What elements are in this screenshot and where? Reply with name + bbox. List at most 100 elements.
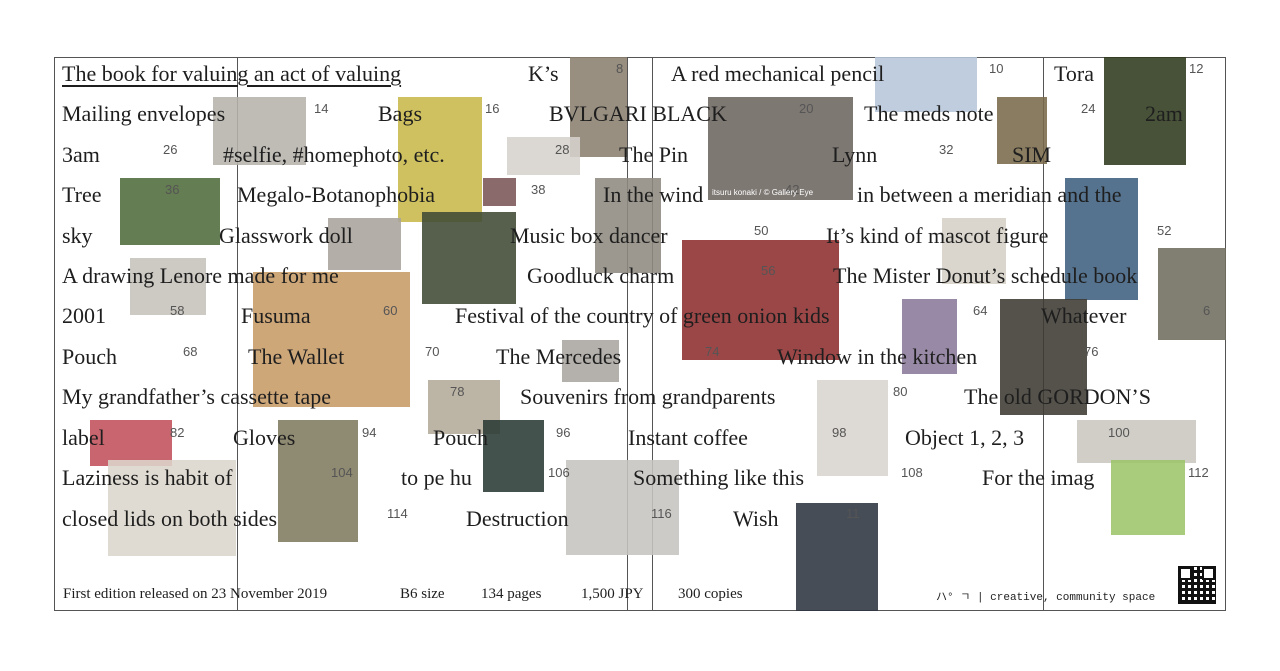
column-rule bbox=[652, 57, 653, 611]
entry-number: 8 bbox=[616, 61, 624, 76]
entry-number: 12 bbox=[1189, 61, 1204, 76]
entry-number: 60 bbox=[383, 303, 398, 318]
entry-label: My grandfather’s cassette tape bbox=[62, 384, 331, 409]
entry-number: 76 bbox=[1084, 344, 1099, 359]
entry-label: Pouch bbox=[62, 344, 117, 369]
object-photo bbox=[1077, 420, 1196, 463]
entry-label: The Mister Donut’s schedule book bbox=[833, 263, 1138, 288]
fusuma-photo bbox=[253, 272, 410, 407]
tree-photo bbox=[120, 178, 220, 245]
entry-number: 14 bbox=[314, 101, 329, 116]
brand-text: | creative, community space bbox=[976, 592, 1156, 604]
entry-label: Gloves bbox=[233, 425, 296, 450]
entry-label: 3am bbox=[62, 142, 100, 167]
entry-label: Laziness is habit of bbox=[62, 465, 233, 490]
entry-number: 106 bbox=[548, 465, 570, 480]
entry-number: 112 bbox=[1188, 465, 1209, 480]
entry-label: Tree bbox=[62, 182, 102, 207]
entry-label: 2am bbox=[1145, 101, 1183, 126]
image-photo bbox=[1111, 460, 1185, 535]
entry-label: Whatever bbox=[1041, 303, 1127, 328]
entry-label: Object 1, 2, 3 bbox=[905, 425, 1025, 450]
entry-label: Music box dancer bbox=[510, 223, 668, 248]
souvenirs-photo bbox=[817, 380, 888, 476]
entry-label: Souvenirs from grandparents bbox=[520, 384, 776, 409]
charm-photo bbox=[682, 240, 839, 360]
entry-label: A red mechanical pencil bbox=[671, 61, 885, 86]
entry-number: 82 bbox=[170, 425, 185, 440]
envelopes-photo bbox=[213, 97, 306, 165]
selfie-photo bbox=[507, 137, 580, 175]
wind-photo bbox=[595, 178, 661, 273]
meds-note-photo bbox=[997, 97, 1047, 164]
entry-label: sky bbox=[62, 223, 93, 248]
entry-number: 116 bbox=[651, 506, 672, 521]
entry-number: 42 bbox=[785, 182, 800, 197]
entry-label: Tora bbox=[1054, 61, 1094, 86]
entry-number: 56 bbox=[761, 263, 776, 278]
entry-number: 16 bbox=[485, 101, 500, 116]
entry-label: in between a meridian and the bbox=[857, 182, 1122, 207]
entry-number: 94 bbox=[362, 425, 377, 440]
book-title: The book for valuing an act of valuing bbox=[62, 61, 402, 86]
entry-number: 98 bbox=[832, 425, 847, 440]
laziness-photo bbox=[108, 460, 236, 556]
pouch-photo bbox=[483, 420, 544, 492]
entry-label: closed lids on both sides bbox=[62, 506, 278, 531]
entry-number: 114 bbox=[387, 506, 408, 521]
entry-label: Wish bbox=[733, 506, 779, 531]
photo-caption: itsuru konaki / © Gallery Eye bbox=[712, 188, 814, 197]
drawing-photo bbox=[130, 258, 206, 315]
bag-photo bbox=[398, 97, 482, 222]
release-date: First edition released on 23 November 20… bbox=[63, 586, 328, 602]
entry-label: Something like this bbox=[633, 465, 805, 490]
entry-number: 80 bbox=[893, 384, 908, 399]
entry-label: Megalo-Botanophobia bbox=[237, 182, 435, 207]
entry-label: The meds note bbox=[864, 101, 994, 126]
doll-photo bbox=[328, 218, 401, 270]
plant-photo bbox=[483, 178, 516, 206]
price: 1,500 JPY bbox=[581, 586, 644, 602]
entry-number: 78 bbox=[450, 384, 465, 399]
entry-label: Window in the kitchen bbox=[777, 344, 978, 369]
entry-number: 26 bbox=[163, 142, 178, 157]
entry-label: Mailing envelopes bbox=[62, 101, 226, 126]
entry-label: 2001 bbox=[62, 303, 106, 328]
entry-label: Festival of the country of green onion k… bbox=[455, 303, 830, 328]
entry-label: Glasswork doll bbox=[219, 223, 353, 248]
entry-label: to pe hu bbox=[401, 465, 472, 490]
whatever-photo bbox=[1000, 299, 1087, 415]
sky-photo bbox=[1065, 178, 1138, 300]
entry-label: BVLGARI BLACK bbox=[549, 101, 727, 126]
label-photo bbox=[90, 420, 172, 466]
entry-label: It’s kind of mascot figure bbox=[826, 223, 1049, 248]
qr-code-icon[interactable] bbox=[1178, 566, 1216, 604]
entry-number: 24 bbox=[1081, 101, 1096, 116]
entry-label: Lynn bbox=[832, 142, 878, 167]
wish-photo bbox=[796, 503, 878, 611]
entry-number: 70 bbox=[425, 344, 440, 359]
entry-label: #selfie, #homephoto, etc. bbox=[223, 142, 445, 167]
book-size: B6 size bbox=[400, 586, 445, 602]
entry-number: 32 bbox=[939, 142, 954, 157]
entry-number: 11 bbox=[846, 506, 860, 521]
brand-logo: ハ° ㄱ | creative, community space bbox=[936, 588, 1155, 604]
entry-label: Pouch bbox=[433, 425, 488, 450]
entry-label: The Pin bbox=[619, 142, 689, 167]
entry-number: 20 bbox=[799, 101, 814, 116]
entry-label: K’s bbox=[528, 61, 559, 86]
monkey-photo bbox=[1104, 57, 1186, 165]
entry-number: 74 bbox=[705, 344, 720, 359]
entry-number: 10 bbox=[989, 61, 1004, 76]
botanical-photo bbox=[422, 212, 516, 304]
gloves-photo bbox=[278, 420, 358, 542]
entry-number: 52 bbox=[1157, 223, 1172, 238]
entry-label: For the imag bbox=[982, 465, 1095, 490]
entry-number: 36 bbox=[165, 182, 180, 197]
mascot-photo bbox=[942, 218, 1006, 284]
schedule-book-photo bbox=[1158, 248, 1226, 340]
entry-number: 96 bbox=[556, 425, 571, 440]
entry-label: label bbox=[62, 425, 105, 450]
entry-label: Destruction bbox=[466, 506, 569, 531]
entry-number: 58 bbox=[170, 303, 185, 318]
